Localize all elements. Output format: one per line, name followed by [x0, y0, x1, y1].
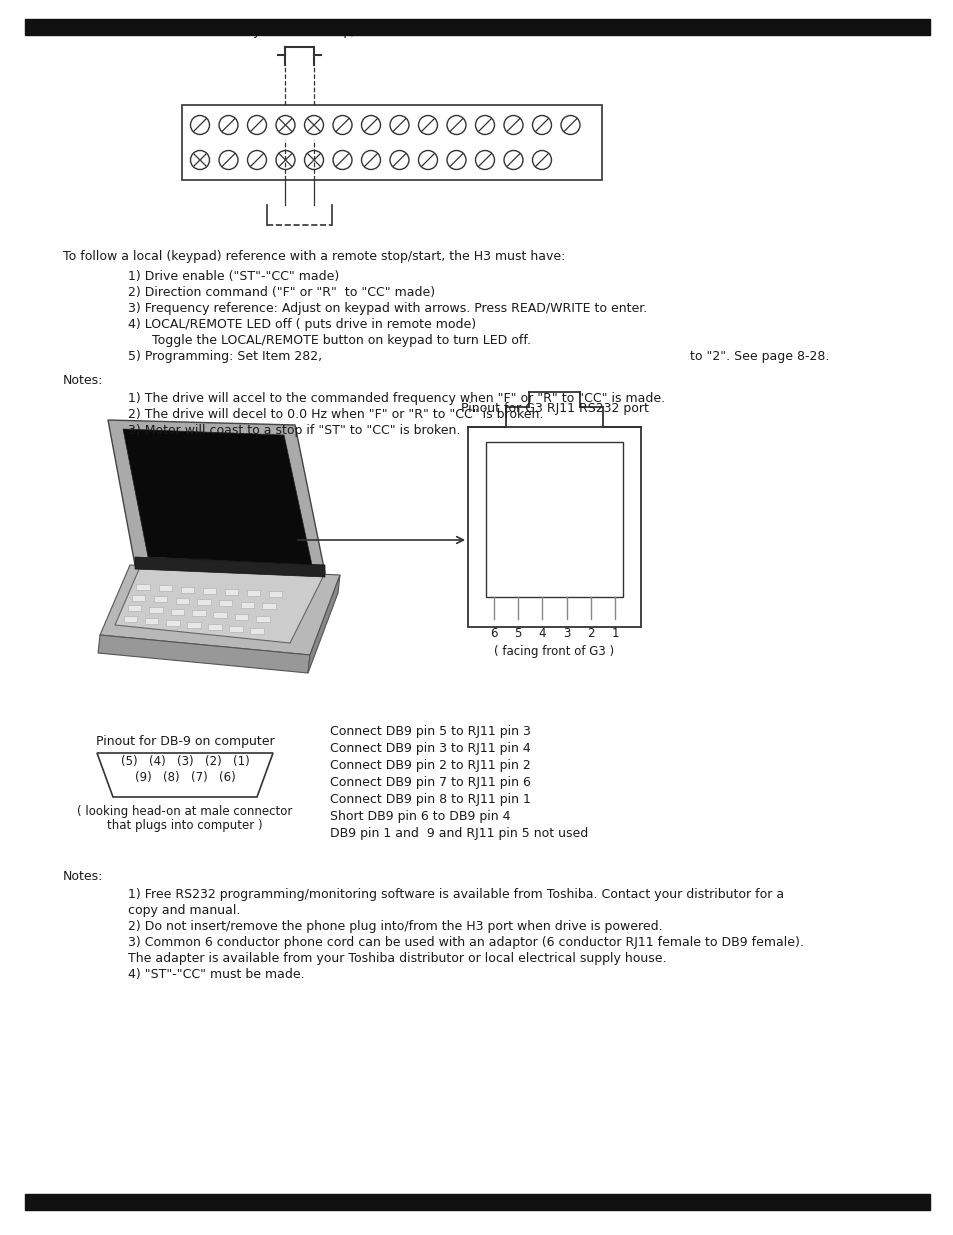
Polygon shape [192, 610, 205, 616]
Bar [25, 1194, 929, 1210]
Polygon shape [98, 635, 310, 673]
Bar [25, 19, 929, 35]
Polygon shape [229, 626, 242, 632]
Text: Connect DB9 pin 3 to RJ11 pin 4: Connect DB9 pin 3 to RJ11 pin 4 [330, 742, 530, 755]
Polygon shape [115, 567, 325, 643]
Text: 2: 2 [586, 627, 594, 640]
Text: 1) Free RS232 programming/monitoring software is available from Toshiba. Contact: 1) Free RS232 programming/monitoring sof… [128, 888, 783, 902]
Polygon shape [187, 621, 200, 627]
Polygon shape [208, 624, 221, 630]
Polygon shape [108, 420, 325, 573]
Polygon shape [158, 585, 172, 592]
Text: (5): (5) [121, 755, 137, 767]
Text: (2): (2) [204, 755, 221, 767]
Text: (9): (9) [134, 771, 152, 783]
Text: To follow a local (keypad) reference with a remote stop/start, the H3 must have:: To follow a local (keypad) reference wit… [63, 249, 565, 263]
Polygon shape [124, 616, 137, 621]
Text: Connect DB9 pin 7 to RJ11 pin 6: Connect DB9 pin 7 to RJ11 pin 6 [330, 776, 530, 789]
Polygon shape [308, 576, 339, 673]
Text: Connect DB9 pin 5 to RJ11 pin 3: Connect DB9 pin 5 to RJ11 pin 3 [330, 725, 530, 739]
Polygon shape [135, 557, 325, 577]
Polygon shape [136, 584, 150, 590]
Text: Pinout for G3 RJ11 RS232 port: Pinout for G3 RJ11 RS232 port [460, 403, 648, 415]
Text: Notes:: Notes: [63, 869, 103, 883]
Bar [182, 105, 601, 180]
Polygon shape [166, 620, 179, 626]
Text: (7): (7) [191, 771, 207, 783]
Text: DB9 pin 1 and  9 and RJ11 pin 5 not used: DB9 pin 1 and 9 and RJ11 pin 5 not used [330, 827, 588, 840]
Text: 3) Frequency reference: Adjust on keypad with arrows. Press READ/WRITE to enter.: 3) Frequency reference: Adjust on keypad… [128, 303, 646, 315]
Text: Pinout for DB-9 on computer: Pinout for DB-9 on computer [95, 735, 274, 748]
Polygon shape [262, 604, 275, 609]
Text: 2) The drive will decel to 0.0 Hz when "F" or "R" to "CC" is broken.: 2) The drive will decel to 0.0 Hz when "… [128, 408, 543, 421]
Text: Connect DB9 pin 2 to RJ11 pin 2: Connect DB9 pin 2 to RJ11 pin 2 [330, 760, 530, 772]
Text: 3) Common 6 conductor phone cord can be used with an adaptor (6 conductor RJ11 f: 3) Common 6 conductor phone cord can be … [128, 936, 803, 948]
Polygon shape [123, 429, 312, 564]
Text: 2) Direction command ("F" or "R"  to "CC" made): 2) Direction command ("F" or "R" to "CC"… [128, 287, 435, 299]
Polygon shape [250, 627, 263, 634]
Text: copy and manual.: copy and manual. [128, 904, 240, 918]
Polygon shape [132, 595, 146, 600]
Polygon shape [145, 618, 158, 624]
Text: (6): (6) [218, 771, 235, 783]
Text: 5: 5 [514, 627, 521, 640]
Polygon shape [149, 606, 163, 613]
Polygon shape [100, 564, 339, 655]
Text: ( looking head-on at male connector: ( looking head-on at male connector [77, 805, 293, 818]
Polygon shape [255, 615, 270, 621]
Text: dry contact  (stop/start): dry contact (stop/start) [240, 25, 389, 38]
Text: 1) The drive will accel to the commanded frequency when "F" or "R" to "CC" is ma: 1) The drive will accel to the commanded… [128, 391, 664, 405]
Text: ( facing front of G3 ): ( facing front of G3 ) [494, 645, 614, 658]
Polygon shape [269, 592, 281, 598]
Polygon shape [246, 590, 259, 597]
Text: Toggle the LOCAL/REMOTE button on keypad to turn LED off.: Toggle the LOCAL/REMOTE button on keypad… [128, 333, 531, 347]
Polygon shape [197, 599, 211, 605]
Text: that plugs into computer ): that plugs into computer ) [107, 819, 262, 832]
Polygon shape [240, 601, 253, 608]
Text: (4): (4) [149, 755, 165, 767]
Text: (8): (8) [163, 771, 179, 783]
Polygon shape [213, 613, 227, 618]
Text: 3: 3 [562, 627, 570, 640]
Text: to "2". See page 8-28.: to "2". See page 8-28. [689, 350, 828, 363]
Text: 1: 1 [611, 627, 618, 640]
Polygon shape [128, 605, 141, 611]
Text: 2) Do not insert/remove the phone plug into/from the H3 port when drive is power: 2) Do not insert/remove the phone plug i… [128, 920, 662, 932]
Polygon shape [224, 589, 237, 595]
Text: 6: 6 [490, 627, 497, 640]
Text: 3) Motor will coast to a stop if "ST" to "CC" is broken.: 3) Motor will coast to a stop if "ST" to… [128, 424, 460, 437]
Text: 4) LOCAL/REMOTE LED off ( puts drive in remote mode): 4) LOCAL/REMOTE LED off ( puts drive in … [128, 317, 476, 331]
Polygon shape [175, 598, 189, 604]
Polygon shape [202, 588, 215, 594]
Text: 1) Drive enable ("ST"-"CC" made): 1) Drive enable ("ST"-"CC" made) [128, 270, 339, 283]
Polygon shape [171, 609, 184, 615]
Bar [468, 427, 640, 627]
Polygon shape [234, 614, 248, 620]
Text: 5) Programming: Set Item 282,: 5) Programming: Set Item 282, [128, 350, 322, 363]
Bar [485, 442, 622, 597]
Polygon shape [219, 600, 232, 606]
Polygon shape [180, 587, 193, 593]
Text: 4) "ST"-"CC" must be made.: 4) "ST"-"CC" must be made. [128, 968, 304, 981]
Text: The adapter is available from your Toshiba distributor or local electrical suppl: The adapter is available from your Toshi… [128, 952, 666, 965]
Text: (1): (1) [233, 755, 249, 767]
Text: 4: 4 [538, 627, 545, 640]
Text: Short DB9 pin 6 to DB9 pin 4: Short DB9 pin 6 to DB9 pin 4 [330, 810, 510, 823]
Text: (3): (3) [176, 755, 193, 767]
Text: Notes:: Notes: [63, 374, 103, 387]
Polygon shape [153, 597, 167, 603]
Text: Connect DB9 pin 8 to RJ11 pin 1: Connect DB9 pin 8 to RJ11 pin 1 [330, 793, 530, 806]
